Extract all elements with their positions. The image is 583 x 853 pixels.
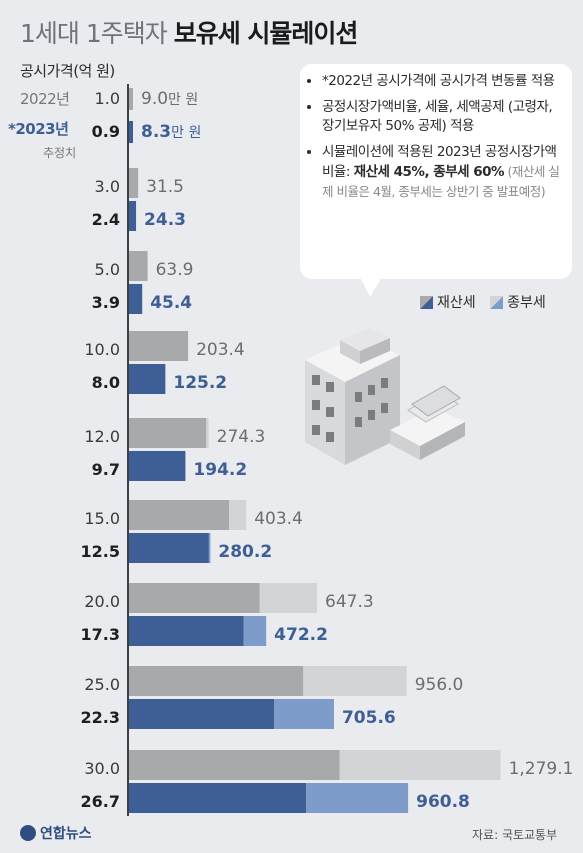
bar-2022-comprehensive xyxy=(229,500,247,530)
price-label-2023: 8.0 xyxy=(92,373,120,392)
bar-2023-property xyxy=(129,533,209,563)
chart-title: 1세대 1주택자 보유세 시뮬레이션 xyxy=(20,14,359,50)
bar-2022-property xyxy=(129,88,133,110)
note-text: 시뮬레이션에 적용된 2023년 공정시장가액비율: xyxy=(322,144,557,180)
bar-2023-comprehensive xyxy=(208,533,211,563)
bar-2022-comprehensive xyxy=(259,583,318,613)
speech-tail xyxy=(360,277,382,297)
bar-2022-property xyxy=(129,750,340,780)
bar-2023-property xyxy=(129,783,307,813)
bar-2023-property xyxy=(129,699,275,729)
value-label-2023: 472.2 xyxy=(274,625,328,645)
price-label-2023: 2.4 xyxy=(92,210,120,229)
logo-text: 연합뉴스 xyxy=(40,826,92,842)
price-label-2023: 0.9 xyxy=(92,122,120,141)
notes-box: *2022년 공시가격에 공시가격 변동률 적용 공정시장가액비율, 세율, 세… xyxy=(300,64,572,297)
bar-2022-property xyxy=(129,251,148,281)
bar-2022-property xyxy=(129,168,139,198)
bar-2022-property xyxy=(129,666,304,696)
title-bold: 보유세 시뮬레이션 xyxy=(173,19,359,48)
bar-2023-comprehensive xyxy=(243,616,267,646)
legend-item-property: 재산세 xyxy=(420,292,476,312)
year-2023-label: *2023년 xyxy=(8,120,69,138)
price-label-2023: 22.3 xyxy=(81,708,120,727)
value-label-2023: 45.4 xyxy=(150,293,192,313)
price-label-2022: 10.0 xyxy=(84,340,120,359)
price-label-2022: 30.0 xyxy=(84,759,120,778)
logo-icon xyxy=(20,825,36,841)
price-label-2023: 3.9 xyxy=(92,293,120,312)
value-label-2022: 1,279.1 xyxy=(509,759,574,779)
estimate-label: 추정치 xyxy=(43,146,77,160)
bar-2022-comprehensive xyxy=(206,418,209,448)
bar-2023-comprehensive xyxy=(274,699,334,729)
note-rates: 재산세 45%, 종부세 60% xyxy=(353,164,505,180)
price-unit-caption: 공시가격(억 원) xyxy=(20,62,115,80)
value-label-2023: 280.2 xyxy=(218,542,272,562)
bar-2023-property xyxy=(129,616,244,646)
source-label: 자료: 국토교통부 xyxy=(472,828,558,842)
value-label-2022: 63.9 xyxy=(156,260,194,280)
bar-2023-property xyxy=(129,451,186,481)
legend-label-comprehensive: 종부세 xyxy=(507,295,546,311)
note-muted: (재산세 실제 비율은 4월, 종부세는 상반기 중 발표예정) xyxy=(322,164,560,199)
chart-axis-line xyxy=(127,84,129,816)
price-label-2022: 3.0 xyxy=(95,177,120,196)
value-label-2023: 960.8 xyxy=(416,792,470,812)
value-label-2022: 9.0만 원 xyxy=(141,89,198,109)
value-label-2023: 194.2 xyxy=(193,460,247,480)
bar-2023-property xyxy=(129,121,133,143)
price-label-2022: 1.0 xyxy=(95,89,120,108)
price-label-2022: 5.0 xyxy=(95,260,120,279)
value-label-2022: 403.4 xyxy=(254,509,303,529)
bar-2022-property xyxy=(129,418,207,448)
value-label-2023: 125.2 xyxy=(173,373,227,393)
note-item: 공정시장가액비율, 세율, 세액공제 (고령자, 장기보유자 50% 공제) 적… xyxy=(322,98,562,136)
price-label-2023: 26.7 xyxy=(81,792,120,811)
legend-item-comprehensive: 종부세 xyxy=(490,292,546,312)
note-item: 시뮬레이션에 적용된 2023년 공정시장가액비율: 재산세 45%, 종부세 … xyxy=(322,143,562,202)
bar-2022-comprehensive xyxy=(303,666,407,696)
title-light: 1세대 1주택자 xyxy=(20,19,168,48)
legend-swatch-comprehensive xyxy=(490,295,504,309)
price-label-2022: 20.0 xyxy=(84,592,120,611)
bar-2023-property xyxy=(129,201,137,231)
bar-2023-property xyxy=(129,364,166,394)
legend-label-property: 재산세 xyxy=(437,295,476,311)
value-label-2022: 31.5 xyxy=(146,177,184,197)
price-label-2022: 12.0 xyxy=(84,427,120,446)
value-label-2023: 705.6 xyxy=(342,708,396,728)
value-label-2022: 956.0 xyxy=(415,675,464,695)
value-label-2022: 647.3 xyxy=(325,592,374,612)
bar-2023-comprehensive xyxy=(306,783,409,813)
price-label-2023: 12.5 xyxy=(81,542,120,561)
legend-swatch-property xyxy=(420,295,433,309)
bar-2023-property xyxy=(129,284,143,314)
year-2022-label: 2022년 xyxy=(20,90,70,108)
bar-2022-property xyxy=(129,500,230,530)
price-label-2022: 15.0 xyxy=(84,509,120,528)
value-label-2022: 203.4 xyxy=(196,340,245,360)
value-label-2023: 8.3만 원 xyxy=(141,122,201,142)
bar-2022-property xyxy=(129,583,260,613)
yonhap-logo: 연합뉴스 xyxy=(20,823,92,843)
bar-2022-comprehensive xyxy=(339,750,501,780)
price-label-2023: 9.7 xyxy=(92,460,120,479)
unit-label: 만 원 xyxy=(168,92,198,108)
value-label-2022: 274.3 xyxy=(217,427,266,447)
building-money-illustration xyxy=(305,328,465,465)
price-label-2022: 25.0 xyxy=(84,675,120,694)
note-item: *2022년 공시가격에 공시가격 변동률 적용 xyxy=(322,72,562,91)
price-label-2023: 17.3 xyxy=(81,625,120,644)
bar-2022-property xyxy=(129,331,189,361)
legend: 재산세 종부세 xyxy=(420,292,556,313)
unit-label: 만 원 xyxy=(171,125,201,141)
value-label-2023: 24.3 xyxy=(144,210,186,230)
